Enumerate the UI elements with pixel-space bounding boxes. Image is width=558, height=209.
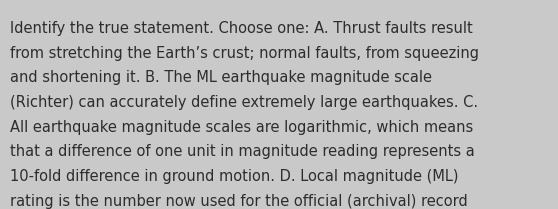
Text: All earthquake magnitude scales are logarithmic, which means: All earthquake magnitude scales are loga… — [10, 120, 473, 135]
Text: Identify the true statement. Choose one: A. Thrust faults result: Identify the true statement. Choose one:… — [10, 21, 473, 36]
Text: rating is the number now used for the official (archival) record: rating is the number now used for the of… — [10, 194, 468, 209]
Text: from stretching the Earth’s crust; normal faults, from squeezing: from stretching the Earth’s crust; norma… — [10, 46, 479, 61]
Text: and shortening it. B. The ML earthquake magnitude scale: and shortening it. B. The ML earthquake … — [10, 70, 432, 85]
Text: 10-fold difference in ground motion. D. Local magnitude (ML): 10-fold difference in ground motion. D. … — [10, 169, 459, 184]
Text: (Richter) can accurately define extremely large earthquakes. C.: (Richter) can accurately define extremel… — [10, 95, 478, 110]
Text: that a difference of one unit in magnitude reading represents a: that a difference of one unit in magnitu… — [10, 144, 475, 159]
